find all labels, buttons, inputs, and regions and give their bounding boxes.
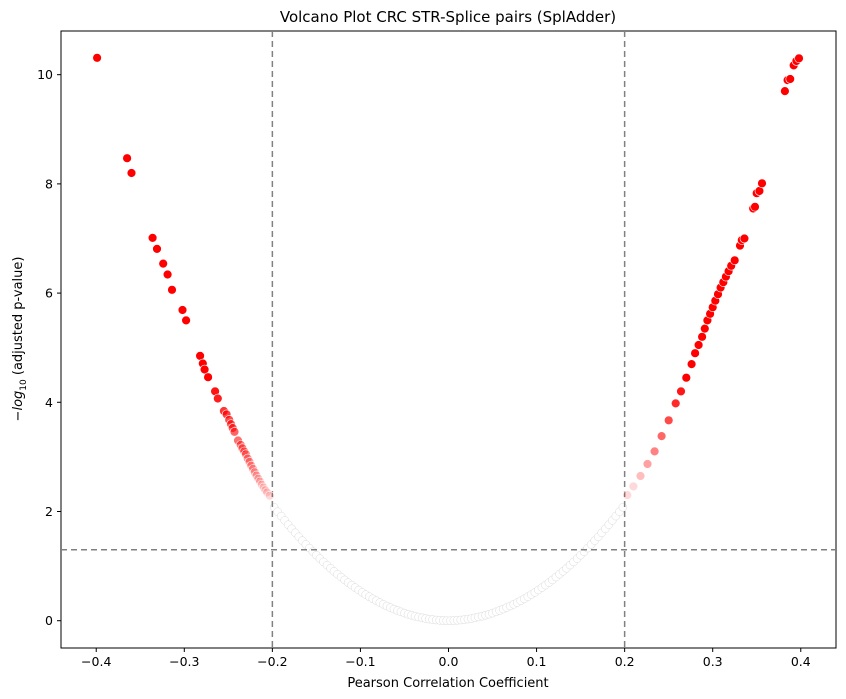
x-tick-label: 0.2	[615, 654, 635, 669]
y-axis-label-minus: −	[11, 411, 26, 422]
data-point	[147, 233, 158, 243]
data-point	[158, 258, 168, 269]
data-point	[213, 393, 223, 404]
data-point	[700, 323, 710, 334]
x-tick-label: 0.0	[439, 654, 459, 669]
data-point	[729, 255, 740, 265]
data-point	[251, 470, 262, 481]
data-point	[663, 415, 674, 425]
data-point	[152, 244, 162, 254]
data-point	[690, 348, 700, 358]
data-point	[757, 178, 767, 189]
data-point	[794, 53, 804, 63]
data-point	[670, 398, 681, 409]
data-point	[649, 446, 660, 457]
x-tick-label: −0.4	[81, 654, 111, 669]
data-point	[697, 332, 707, 342]
data-point	[162, 269, 173, 280]
data-point	[693, 340, 704, 350]
y-axis-label-log: log	[11, 391, 26, 411]
data-point	[255, 476, 265, 487]
threshold-lines	[61, 31, 836, 648]
x-axis-label: Pearson Correlation Coefficient	[347, 676, 548, 691]
data-point	[686, 359, 697, 369]
data-point	[739, 233, 750, 244]
data-point	[780, 86, 790, 96]
data-points	[92, 53, 804, 501]
data-point	[635, 471, 646, 481]
data-point	[785, 74, 795, 84]
y-tick-label: 8	[45, 176, 53, 191]
nonsignificant-point	[618, 502, 628, 512]
y-tick-label: 0	[45, 613, 53, 628]
y-axis-label: −log10 (adjusted p-value)	[11, 257, 29, 422]
y-tick-label: 2	[45, 504, 53, 519]
data-point	[122, 153, 132, 163]
x-tick-label: 0.1	[527, 654, 547, 669]
x-axis: −0.4 −0.3 −0.2 −0.1 0.0 0.1 0.2 0.3 0.4	[81, 648, 811, 669]
data-point	[642, 459, 653, 469]
data-point	[622, 490, 632, 500]
nonsignificant-point-band	[269, 502, 628, 625]
y-tick-label: 10	[37, 67, 53, 82]
data-point	[262, 487, 272, 498]
y-tick-label: 6	[45, 286, 53, 301]
plot-area-border	[60, 30, 837, 649]
x-tick-label: 0.4	[791, 654, 811, 669]
data-point	[253, 474, 263, 484]
data-point	[656, 431, 667, 441]
x-tick-label: −0.1	[345, 654, 375, 669]
data-point	[750, 202, 760, 212]
data-point	[92, 53, 102, 63]
chart-title: Volcano Plot CRC STR-Splice pairs (SplAd…	[280, 8, 616, 26]
y-axis-label-subscript: 10	[19, 379, 29, 391]
data-point	[167, 285, 177, 295]
data-point	[628, 481, 639, 492]
x-tick-label: −0.3	[169, 654, 199, 669]
data-point	[229, 427, 240, 437]
y-axis: 0 2 4 6 8 10	[37, 67, 61, 628]
data-point	[257, 480, 267, 490]
data-point	[676, 386, 686, 397]
data-point	[126, 168, 137, 178]
data-point	[199, 364, 210, 375]
data-point	[181, 315, 191, 326]
data-point	[681, 373, 691, 383]
x-tick-label: −0.2	[257, 654, 287, 669]
y-tick-label: 4	[45, 395, 53, 410]
data-point	[237, 443, 248, 453]
data-point	[177, 305, 188, 315]
data-point	[265, 491, 275, 501]
data-point	[203, 372, 213, 382]
data-point	[258, 482, 269, 493]
y-axis-label-text: (adjusted p-value)	[11, 257, 26, 380]
x-tick-label: 0.3	[703, 654, 723, 669]
